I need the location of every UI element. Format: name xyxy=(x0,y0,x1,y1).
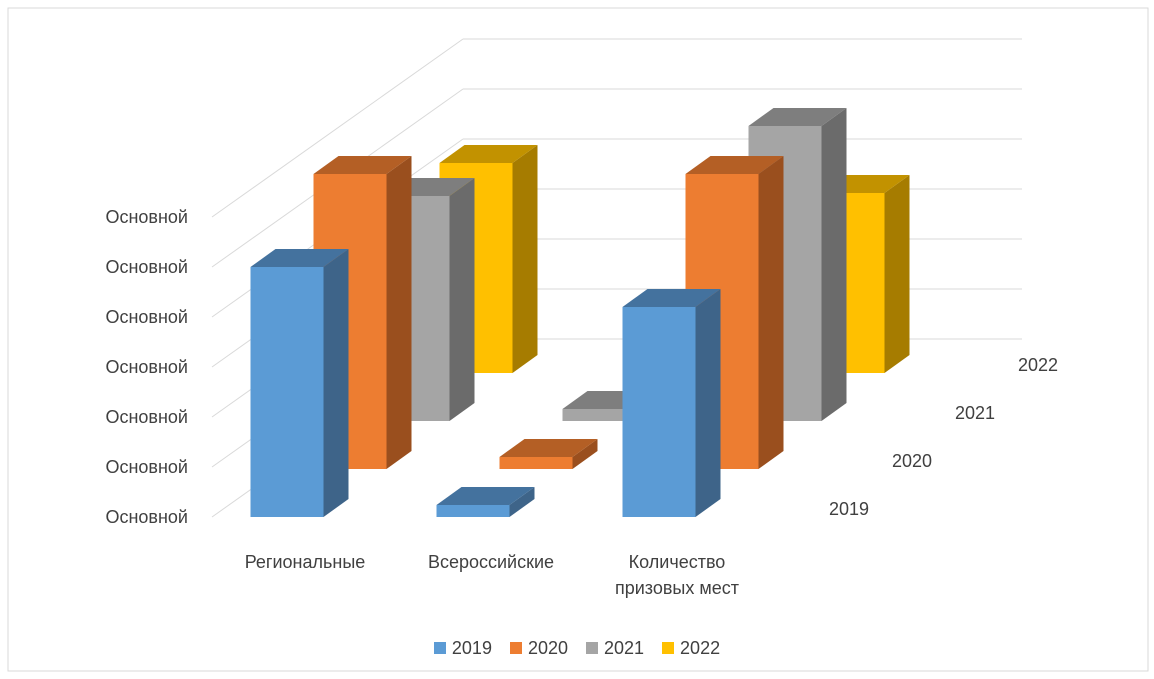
bar-front xyxy=(622,307,696,517)
bar-side xyxy=(758,156,784,469)
bar-top xyxy=(622,289,721,307)
bar-side xyxy=(512,145,538,373)
y-tick-label: Основной xyxy=(105,507,188,527)
legend-item-2021: 2021 xyxy=(586,638,644,659)
bar-front xyxy=(436,505,510,517)
bar-2019-1 xyxy=(250,249,349,517)
legend-item-2020: 2020 xyxy=(509,637,568,659)
bar-side xyxy=(386,156,412,469)
y-tick-label: Основной xyxy=(105,357,188,377)
x-tick-label: Всероссийские xyxy=(428,552,554,572)
bar-top xyxy=(499,439,598,457)
bar-side xyxy=(572,439,598,469)
bar-front xyxy=(562,409,636,421)
legend-swatch-2022 xyxy=(662,642,675,654)
gridline-side xyxy=(211,38,464,218)
bar-top xyxy=(439,145,538,163)
bar-side xyxy=(695,289,721,517)
bar-front xyxy=(250,267,324,517)
legend-label-2020: 2020 xyxy=(527,637,568,658)
bar-top xyxy=(313,156,412,174)
depth-axis-label: 2021 xyxy=(955,403,995,423)
legend-swatch-2019 xyxy=(433,642,446,654)
legend-item-2019: 2019 xyxy=(433,637,492,659)
bar-top xyxy=(748,108,847,126)
y-tick-label: Основной xyxy=(105,457,188,477)
bar-side xyxy=(449,178,475,421)
bar-side xyxy=(323,249,349,517)
y-tick-label: Основной xyxy=(105,257,188,277)
legend-label-2022: 2022 xyxy=(680,637,721,658)
legend-label-2019: 2019 xyxy=(451,637,492,658)
bar-2019-3 xyxy=(622,289,721,517)
bar-side xyxy=(884,175,910,373)
legend-swatch-2021 xyxy=(586,642,598,654)
bar-top xyxy=(250,249,349,267)
bar-top xyxy=(685,156,784,174)
legend-swatch-2020 xyxy=(509,642,522,654)
bar-side xyxy=(509,487,535,517)
y-tick-label: Основной xyxy=(105,407,188,427)
depth-axis-label: 2022 xyxy=(1018,355,1058,375)
legend-label-2021: 2021 xyxy=(604,637,645,658)
y-tick-label: Основной xyxy=(105,207,188,227)
bar-side xyxy=(821,108,847,421)
x-tick-label: Количество призовых мест xyxy=(615,552,739,598)
bar-2019-2 xyxy=(436,487,535,517)
bar-front xyxy=(499,457,573,469)
bar-2020-2 xyxy=(499,439,598,469)
depth-axis-label: 2019 xyxy=(829,499,869,519)
legend: 2019 2020 2021 2022 xyxy=(0,636,1154,660)
legend-item-2022: 2022 xyxy=(662,638,720,659)
y-tick-label: Основной xyxy=(105,307,188,327)
x-tick-label: Региональные xyxy=(245,552,366,572)
depth-axis-label: 2020 xyxy=(892,451,932,471)
bar-top xyxy=(436,487,535,505)
